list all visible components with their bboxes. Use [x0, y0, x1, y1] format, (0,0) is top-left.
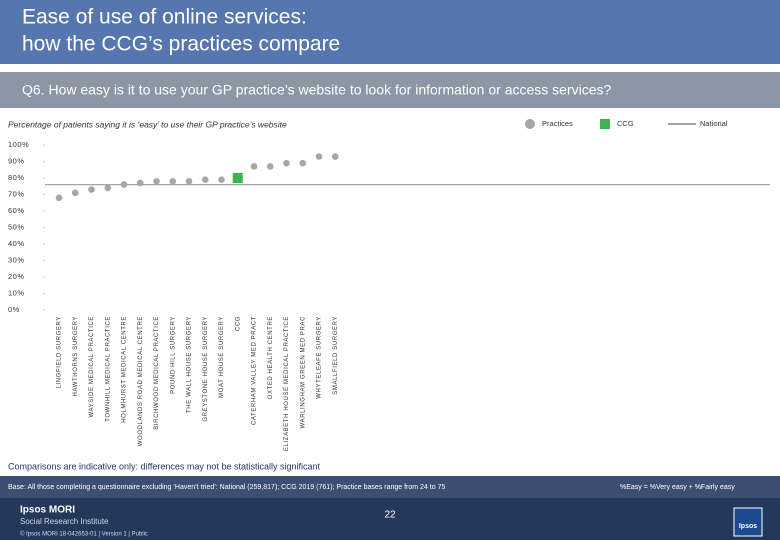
- legend-swatch: [600, 119, 610, 129]
- x-tick-label: WOODLANDS ROAD MEDICAL CENTRE: [138, 316, 144, 446]
- dot: [120, 181, 128, 188]
- title: Ease of use of online services:: [22, 6, 307, 29]
- x-tick-label: HAWTHORNS SURGERY: [73, 316, 79, 397]
- header-band: [0, 0, 780, 64]
- x-tick-label: CCG: [235, 316, 241, 331]
- title: how the CCG’s practices compare: [22, 33, 340, 56]
- base-note: Base: All those completing a questionnai…: [8, 484, 445, 491]
- logo-text: Ipsos: [739, 523, 757, 530]
- y-tick-label: 0%: [8, 305, 20, 314]
- legend-label: National: [700, 119, 728, 128]
- dot: [55, 194, 63, 202]
- y-tick-label: 80%: [8, 173, 25, 182]
- y-tick-label: 100%: [8, 140, 29, 149]
- dot: [283, 159, 290, 167]
- question: Q6. How easy is it to use your GP practi…: [22, 82, 611, 98]
- legend-label: Practices: [542, 119, 573, 128]
- dot: [266, 163, 274, 170]
- x-tick-label: CATERHAM VALLEY MED PRACT: [252, 316, 258, 425]
- question-band: [0, 72, 780, 108]
- x-tick-label: THE WALL HOUSE SURGERY: [187, 316, 193, 413]
- page-number: 22: [384, 510, 396, 521]
- definition-note: %Easy = %Very easy + %Fairly easy: [620, 484, 735, 491]
- dot: [153, 178, 160, 185]
- y-tick-label: 20%: [8, 272, 25, 281]
- x-tick-label: OXTED HEALTH CENTRE: [268, 316, 274, 399]
- dot: [104, 184, 112, 192]
- dot: [169, 178, 177, 185]
- logo: [733, 507, 763, 537]
- square: [232, 173, 243, 183]
- dot: [136, 179, 144, 187]
- copyright: © Ipsos MORI 18-042653-01 | Version 1 | …: [20, 531, 148, 538]
- dot: [331, 153, 339, 160]
- y-tick-label: 10%: [8, 288, 25, 297]
- dot: [218, 176, 225, 183]
- y-tick-label: 30%: [8, 255, 25, 264]
- x-tick-label: HOLMHURST MEDICAL CENTRE: [122, 316, 128, 423]
- dot: [88, 186, 95, 193]
- x-tick-label: WHYTELEAFE SURGERY: [317, 316, 323, 399]
- base-band: [0, 476, 780, 498]
- y-tick-label: 70%: [8, 189, 25, 198]
- x-tick-label: TOWNHILL MEDICAL PRACTICE: [105, 316, 111, 422]
- dot: [71, 189, 79, 197]
- brand: Ipsos MORI: [20, 505, 75, 516]
- dot: [185, 178, 193, 185]
- legend-label: CCG: [617, 119, 634, 128]
- comparison-note: Comparisons are indicative only: differe…: [8, 461, 320, 471]
- footer-band: [0, 498, 780, 540]
- dot: [299, 159, 307, 167]
- dot: [250, 163, 258, 170]
- x-tick-label: ELIZABETH HOUSE MEDICAL PRACTICE: [284, 316, 290, 451]
- x-tick-label: MOAT HOUSE SURGERY: [219, 316, 225, 398]
- legend-swatch: [525, 119, 535, 129]
- x-tick-label: POUND HILL SURGERY: [170, 316, 176, 394]
- x-tick-label: LINGFIELD SURGERY: [57, 316, 63, 388]
- y-tick-label: 90%: [8, 156, 25, 165]
- y-tick-label: 40%: [8, 239, 25, 248]
- y-tick-label: 60%: [8, 206, 25, 215]
- x-tick-label: GREYSTONE HOUSE SURGERY: [203, 316, 209, 422]
- unit: Social Research Institute: [20, 517, 109, 526]
- x-tick-label: BIRCHWOOD MEDICAL PRACTICE: [154, 316, 160, 430]
- y-tick-label: 50%: [8, 222, 25, 231]
- x-tick-label: WAYSIDE MEDICAL PRACTICE: [89, 316, 95, 418]
- subtitle: Percentage of patients saying it is ‘eas…: [8, 119, 287, 129]
- x-tick-label: SMALLFIELD SURGERY: [333, 316, 339, 395]
- x-tick-label: WARLINGHAM GREEN MED PRAC: [300, 316, 306, 429]
- dot: [201, 176, 209, 183]
- dot: [315, 153, 323, 160]
